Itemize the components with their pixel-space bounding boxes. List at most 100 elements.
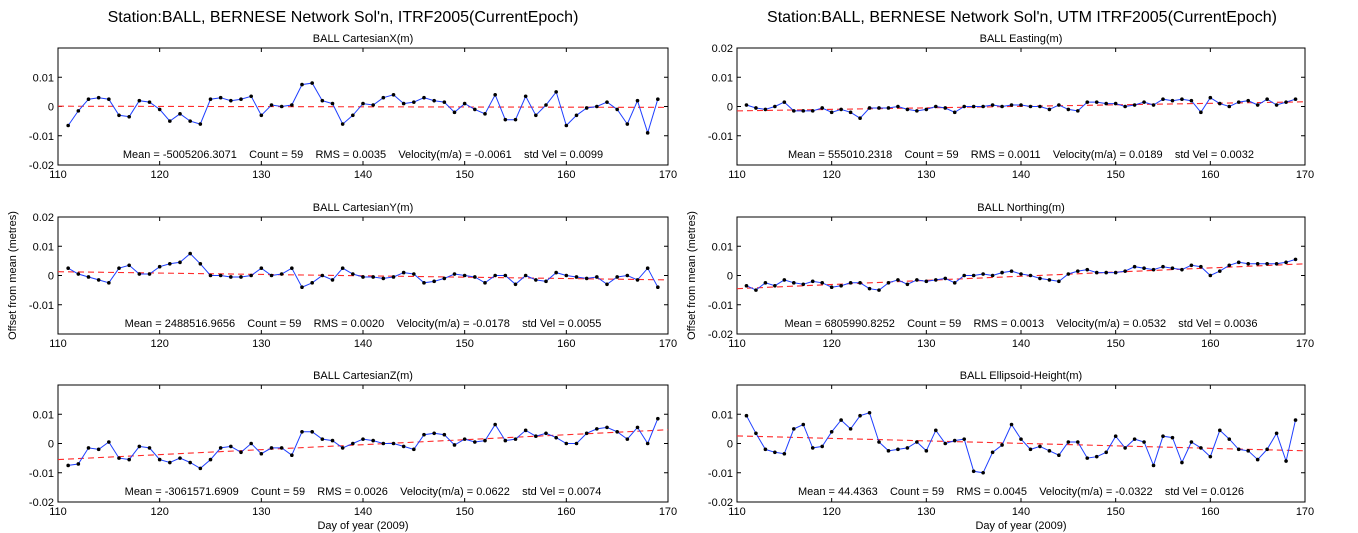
data-point — [198, 122, 203, 126]
data-point — [896, 104, 900, 109]
data-point — [1038, 104, 1042, 109]
x-tick-label: 110 — [49, 338, 67, 350]
data-point — [886, 449, 891, 453]
stats-annotation: Mean = 555010.2318 Count = 59 RMS = 0.00… — [788, 149, 1254, 161]
data-point — [625, 273, 630, 278]
data-point — [924, 107, 929, 112]
data-point — [503, 117, 508, 122]
data-point — [269, 446, 274, 450]
data-point — [493, 422, 497, 427]
data-point — [422, 95, 426, 100]
data-point — [1094, 100, 1099, 104]
data-point — [239, 450, 243, 455]
data-point — [1123, 446, 1127, 450]
data-point — [1000, 104, 1004, 109]
data-point — [1218, 101, 1222, 106]
y-axis-label: Offset from mean (metres) — [686, 211, 698, 340]
data-point — [810, 109, 815, 113]
data-point — [391, 441, 396, 446]
x-tick-label: 120 — [150, 338, 168, 350]
data-point — [218, 273, 223, 278]
data-point — [147, 446, 152, 450]
data-point — [763, 107, 768, 112]
y-tick-label: -0.02 — [29, 160, 54, 172]
data-point — [76, 272, 81, 276]
data-point — [1161, 97, 1165, 101]
data-point — [1265, 447, 1269, 452]
data-point — [168, 262, 172, 266]
x-tick-label: 130 — [252, 506, 270, 518]
data-point — [391, 275, 396, 279]
data-point — [564, 123, 569, 128]
data-point — [1218, 428, 1222, 433]
trend-line — [736, 435, 1306, 452]
data-point — [168, 460, 172, 465]
panel-title: BALL CartesianZ(m) — [313, 370, 413, 382]
data-point — [848, 427, 853, 431]
data-point — [412, 100, 416, 104]
data-point — [1170, 266, 1175, 270]
data-point — [208, 273, 213, 278]
data-point — [1274, 262, 1279, 266]
data-point — [218, 95, 223, 100]
panel-title: BALL CartesianX(m) — [313, 33, 413, 45]
data-point — [1113, 270, 1118, 275]
data-point — [584, 276, 589, 281]
data-point — [1057, 103, 1061, 107]
y-tick-label: -0.01 — [29, 300, 54, 312]
data-point — [320, 273, 325, 278]
data-point — [137, 444, 142, 449]
x-tick-label: 140 — [1012, 169, 1030, 181]
data-point — [744, 103, 749, 107]
data-point — [1076, 269, 1080, 273]
y-tick-label: -0.01 — [708, 300, 733, 312]
y-tick-label: 0.01 — [33, 241, 54, 253]
data-point — [1057, 279, 1061, 284]
data-point — [422, 432, 426, 437]
data-point — [564, 273, 569, 278]
data-point — [442, 432, 447, 437]
data-point — [905, 282, 910, 287]
x-tick-label: 160 — [557, 338, 575, 350]
data-point — [229, 98, 233, 103]
data-point — [584, 106, 589, 110]
data-point — [320, 437, 325, 441]
data-point — [1189, 263, 1194, 268]
data-point — [645, 441, 650, 446]
data-point — [523, 94, 528, 99]
data-point — [656, 416, 660, 421]
x-tick-label: 140 — [354, 338, 372, 350]
data-point — [1236, 260, 1241, 265]
data-point — [178, 260, 182, 265]
data-point — [259, 451, 264, 456]
x-tick-label: 130 — [917, 338, 935, 350]
data-point — [371, 275, 375, 279]
data-point — [330, 278, 335, 282]
data-point — [952, 281, 957, 285]
data-point — [615, 107, 619, 112]
data-point — [971, 104, 976, 109]
data-point — [523, 428, 528, 433]
data-point — [208, 97, 213, 101]
data-point — [513, 282, 518, 287]
data-point — [1151, 103, 1156, 107]
data-point — [1189, 440, 1194, 444]
data-point — [86, 446, 91, 450]
data-point — [259, 113, 264, 118]
data-point — [763, 447, 768, 452]
x-tick-label: 120 — [150, 506, 168, 518]
data-point — [564, 441, 569, 446]
data-point — [867, 410, 872, 415]
data-point — [401, 270, 406, 275]
data-point — [371, 438, 375, 443]
data-point — [896, 447, 900, 452]
data-point — [1180, 97, 1184, 101]
data-point — [483, 281, 487, 285]
data-point — [1208, 273, 1213, 278]
data-point — [391, 93, 396, 97]
data-point — [1227, 263, 1232, 268]
data-point — [943, 441, 948, 446]
data-point — [137, 98, 142, 103]
data-point — [1123, 269, 1127, 273]
data-point — [300, 285, 304, 290]
